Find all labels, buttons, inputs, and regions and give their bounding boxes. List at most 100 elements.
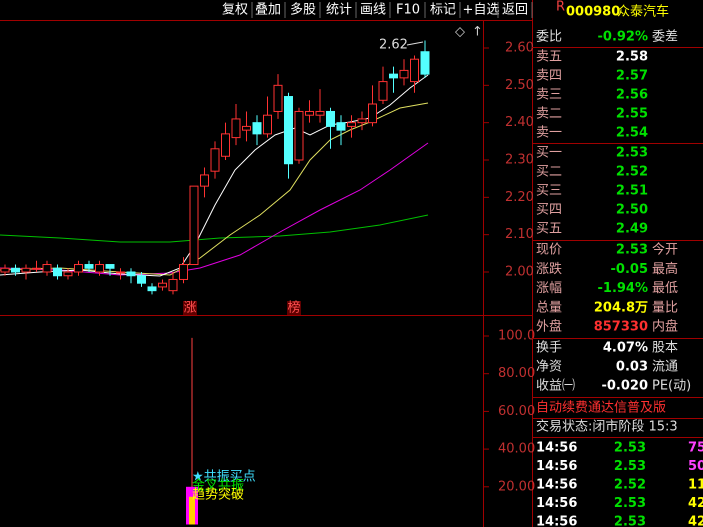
price-label: 2.30 (505, 153, 534, 168)
field-value: 2.56 (616, 88, 648, 103)
tick-price: 2.53 (614, 459, 646, 474)
tick-price: 2.52 (614, 478, 646, 493)
candle-body (210, 148, 220, 172)
tick-time: 14:56 (536, 441, 577, 456)
tag: 榜 (287, 300, 300, 316)
candle-body (336, 122, 346, 131)
field-value: 2.53 (616, 243, 648, 258)
field-label: PE(动) (652, 379, 691, 394)
candle-body (294, 110, 304, 161)
toolbar-button[interactable]: 多股 (290, 2, 316, 18)
candle-body (53, 267, 62, 277)
field-value: 2.55 (616, 107, 648, 122)
toolbar-button[interactable]: +自选 (463, 3, 500, 18)
field-value: 2.52 (616, 165, 648, 180)
candle-body (95, 264, 104, 273)
signal: ★共振买点 (192, 470, 256, 485)
tick-time: 14:56 (536, 515, 577, 527)
candle-body (11, 267, 20, 273)
indicator-label: 100.0 (498, 329, 535, 344)
tick-time: 14:56 (536, 478, 577, 493)
tick-price: 2.53 (614, 515, 646, 527)
price-label: 2.60 (505, 41, 534, 56)
tick-volume: 42 (688, 496, 703, 511)
field-value: 2.53 (616, 146, 648, 161)
field-label: 净资 (536, 360, 562, 375)
field-label: 卖二 (536, 107, 562, 122)
field-label: 收益㈠ (536, 379, 575, 394)
indicator-label: 80.00 (498, 366, 535, 381)
field-value: 204.8万 (594, 300, 648, 315)
field-value: 2.57 (616, 69, 648, 84)
toolbar-button[interactable]: F10 (396, 3, 420, 18)
tag-bg (183, 301, 197, 315)
toolbar-button[interactable]: 返回 (502, 3, 528, 18)
candle-body (21, 267, 31, 273)
marker: R (556, 0, 565, 15)
candle-body (347, 122, 356, 127)
field-value: -0.92% (598, 30, 649, 45)
tick-price: 2.53 (614, 441, 646, 456)
signal: 趋势突破 (192, 487, 244, 503)
stock-code: 000980 (566, 5, 620, 20)
field-label: 买三 (536, 184, 562, 199)
bar-inner (189, 496, 195, 525)
candle-body (231, 118, 241, 139)
field-value: 4.07% (603, 341, 648, 356)
candle-body (357, 118, 367, 124)
toolbar-button[interactable]: 复权 (222, 2, 248, 18)
candle-body (63, 271, 73, 277)
toolbar-button[interactable]: 叠加 (255, 3, 281, 18)
field-value: 2.58 (616, 50, 648, 65)
icon[interactable]: ↑ (472, 25, 483, 40)
candle-body (378, 81, 388, 101)
candle-body (105, 264, 115, 269)
field-label: 买五 (536, 222, 562, 237)
field-label: 卖五 (536, 50, 562, 65)
tick-volume: 75 (688, 441, 703, 456)
icon[interactable]: ◇ (455, 25, 465, 40)
field-value: -0.020 (601, 379, 648, 394)
price-label: 2.10 (505, 227, 534, 242)
candle-body (399, 69, 409, 79)
tick-time: 14:56 (536, 459, 577, 474)
field-label: 买一 (536, 146, 562, 161)
toolbar-button[interactable]: 统计 (326, 3, 352, 18)
field-label: 买二 (536, 165, 562, 180)
candle-body (147, 286, 157, 292)
candle-body (252, 122, 262, 135)
field-label: 卖一 (536, 126, 562, 141)
field-label: 委比 (536, 30, 562, 45)
candle-body (42, 264, 52, 273)
tick-volume: 11 (688, 478, 703, 493)
price-label: 2.50 (505, 78, 534, 93)
field-value: -0.05 (611, 262, 648, 277)
field-value: 2.51 (616, 184, 648, 199)
candle-body (326, 110, 335, 127)
field-label: 委差 (652, 30, 678, 45)
candle-body (420, 51, 430, 75)
candle-body (84, 264, 94, 269)
field-label: 内盘 (652, 319, 678, 335)
banner[interactable]: 自动续费通达信普及版 (536, 401, 666, 416)
tag: 涨 (183, 301, 196, 316)
field-label: 总量 (536, 300, 562, 315)
price-label: 2.00 (505, 265, 534, 280)
field-label: 涨幅 (536, 281, 562, 296)
toolbar-button[interactable]: 标记 (430, 3, 456, 18)
candle-body (242, 125, 251, 131)
field-value: 0.03 (616, 360, 648, 375)
tick-volume: 42 (688, 515, 703, 527)
tag-bg (287, 301, 301, 315)
field-label: 现价 (536, 243, 562, 258)
signal: 金叉共振 (192, 478, 244, 494)
candle-body (189, 185, 199, 266)
toolbar-button[interactable]: 画线 (360, 3, 386, 18)
field-label: 换手 (536, 341, 562, 356)
candle-body (168, 278, 178, 292)
indicator-label: 40.00 (498, 442, 535, 457)
candle-body (263, 114, 272, 135)
field-label: 流通 (652, 360, 678, 375)
price-label: 2.20 (505, 190, 534, 205)
